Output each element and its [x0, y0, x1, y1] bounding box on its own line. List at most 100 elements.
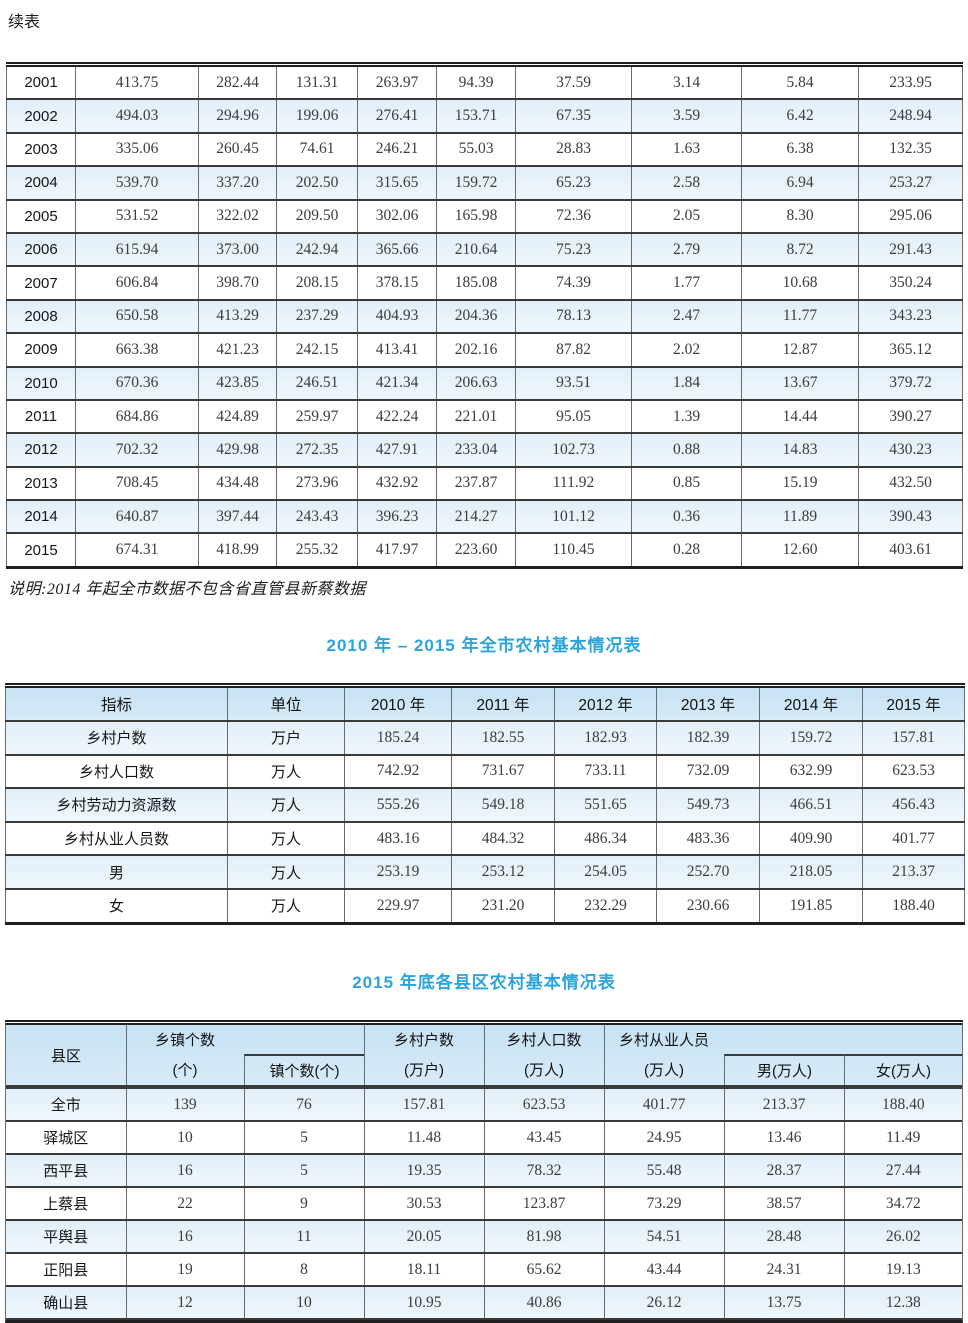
value-cell: 294.96 [198, 98, 277, 134]
continuation-data-table: 2001 413.75 282.44 131.31 263.97 94.39 37.59 3.… [6, 62, 963, 569]
table-row: 2007 606.84 398.70 208.15 378.15 185.08 74.39 1… [6, 265, 963, 301]
row-label-cell: 男 [5, 854, 228, 890]
value-cell: 65.62 [483, 1252, 605, 1287]
value-cell: 6.38 [741, 131, 859, 168]
continuation-label: 续表 [8, 14, 41, 31]
row-label-cell: 西平县 [6, 1153, 127, 1188]
continuation-table-body: 2001 413.75 282.44 131.31 263.97 94.39 37.59 3.… [6, 63, 963, 569]
city-rural-table: 指标 单位 2010 年 2011 年 2012 年 2013 年 2014 年 2015 年… [5, 683, 965, 925]
value-cell: 335.06 [75, 131, 199, 168]
value-cell: 12.87 [741, 332, 859, 368]
value-cell: 1.63 [631, 131, 742, 168]
value-cell: 365.66 [357, 231, 437, 268]
value-cell: 670.36 [75, 365, 199, 401]
value-cell: 3.59 [631, 98, 742, 134]
value-cell: 157.81 [862, 720, 965, 756]
value-cell: 5 [243, 1120, 365, 1155]
row-label-cell: 2015 [6, 532, 76, 569]
value-cell: 640.87 [75, 499, 199, 535]
value-cell: 210.64 [436, 231, 516, 268]
row-label-cell: 2004 [6, 165, 76, 201]
value-cell: 209.50 [276, 198, 358, 234]
value-cell: 11 [243, 1219, 365, 1254]
value-cell: 6.94 [741, 165, 859, 201]
value-cell: 232.29 [554, 887, 657, 925]
row-label-cell: 确山县 [6, 1285, 127, 1320]
value-cell: 24.95 [603, 1120, 725, 1155]
value-cell: 81.98 [483, 1219, 605, 1254]
value-cell: 432.92 [357, 465, 437, 502]
value-cell: 8.72 [741, 231, 859, 268]
table-row: 2011 684.86 424.89 259.97 422.24 221.01 95.05 1… [6, 398, 963, 435]
value-cell: 0.85 [631, 465, 742, 502]
value-cell: 2.58 [631, 165, 742, 201]
value-cell: 208.15 [276, 265, 358, 301]
value-cell: 10.68 [741, 265, 859, 301]
value-cell: 10 [243, 1285, 365, 1320]
value-cell: 14.83 [741, 432, 859, 468]
value-cell: 188.40 [862, 887, 965, 925]
value-cell: 101.12 [515, 499, 632, 535]
value-cell: 199.06 [276, 98, 358, 134]
value-cell: 337.20 [198, 165, 277, 201]
value-cell: 273.96 [276, 465, 358, 502]
value-cell: 206.63 [436, 365, 516, 401]
value-cell: 0.88 [631, 432, 742, 468]
row-label-cell: 万人 [227, 854, 345, 890]
row-label-cell: 万人 [227, 753, 345, 790]
value-cell: 185.08 [436, 265, 516, 301]
row-label-cell: 乡村户数 [5, 720, 228, 756]
header-region: 县区 [50, 1047, 81, 1065]
value-cell: 2.47 [631, 298, 742, 335]
value-cell: 650.58 [75, 298, 199, 335]
value-cell: 429.98 [198, 432, 277, 468]
column-header: 2015 年 [862, 684, 965, 722]
value-cell: 663.38 [75, 332, 199, 368]
header-divider [364, 1025, 365, 1085]
table-row: 驿城区 10 5 11.48 43.45 24.95 13.46 11.49 [6, 1120, 962, 1155]
table-row: 2001 413.75 282.44 131.31 263.97 94.39 37.59 3.… [6, 63, 963, 101]
value-cell: 28.37 [723, 1153, 845, 1188]
value-cell: 413.29 [198, 298, 277, 335]
value-cell: 421.34 [357, 365, 437, 401]
value-cell: 5 [243, 1153, 365, 1188]
county-rural-table-body: 全市 139 76 157.81 623.53 401.77 213.37 188.40 驿城区… [6, 1087, 962, 1320]
value-cell: 421.23 [198, 332, 277, 368]
value-cell: 76 [243, 1087, 365, 1122]
value-cell: 494.03 [75, 98, 199, 134]
value-cell: 315.65 [357, 165, 437, 201]
value-cell: 231.20 [451, 887, 555, 925]
value-cell: 54.51 [603, 1219, 725, 1254]
row-label-cell: 2006 [6, 231, 76, 268]
header-households: 乡村户数 [393, 1032, 454, 1049]
header-divider [604, 1025, 605, 1085]
table-row: 2006 615.94 373.00 242.94 365.66 210.64 75.23 2… [6, 231, 963, 268]
value-cell: 263.97 [357, 63, 437, 101]
row-label-cell: 2012 [6, 432, 76, 468]
table-row: 2013 708.45 434.48 273.96 432.92 237.87 111.92… [6, 465, 963, 502]
table-row: 全市 139 76 157.81 623.53 401.77 213.37 188.40 [6, 1087, 962, 1122]
value-cell: 401.77 [603, 1087, 725, 1122]
row-label-cell: 万人 [227, 820, 345, 857]
value-cell: 276.41 [357, 98, 437, 134]
value-cell: 418.99 [198, 532, 277, 569]
value-cell: 55.48 [603, 1153, 725, 1188]
value-cell: 379.72 [858, 365, 963, 401]
value-cell: 37.59 [515, 63, 632, 101]
value-cell: 34.72 [843, 1186, 962, 1221]
value-cell: 551.65 [554, 787, 657, 823]
value-cell: 272.35 [276, 432, 358, 468]
value-cell: 483.16 [344, 820, 452, 857]
row-label-cell: 驿城区 [6, 1120, 127, 1155]
value-cell: 549.73 [656, 787, 760, 823]
column-header: 2011 年 [451, 684, 555, 722]
table-row: 2008 650.58 413.29 237.29 404.93 204.36 78.13 2… [6, 298, 963, 335]
row-label-cell: 2008 [6, 298, 76, 335]
value-cell: 131.31 [276, 63, 358, 101]
value-cell: 483.36 [656, 820, 760, 857]
value-cell: 422.24 [357, 398, 437, 435]
value-cell: 255.32 [276, 532, 358, 569]
table-row: 乡村劳动力资源数 万人 555.26 549.18 551.65 549.73 466.51… [5, 787, 965, 823]
row-label-cell: 2007 [6, 265, 76, 301]
value-cell: 74.39 [515, 265, 632, 301]
